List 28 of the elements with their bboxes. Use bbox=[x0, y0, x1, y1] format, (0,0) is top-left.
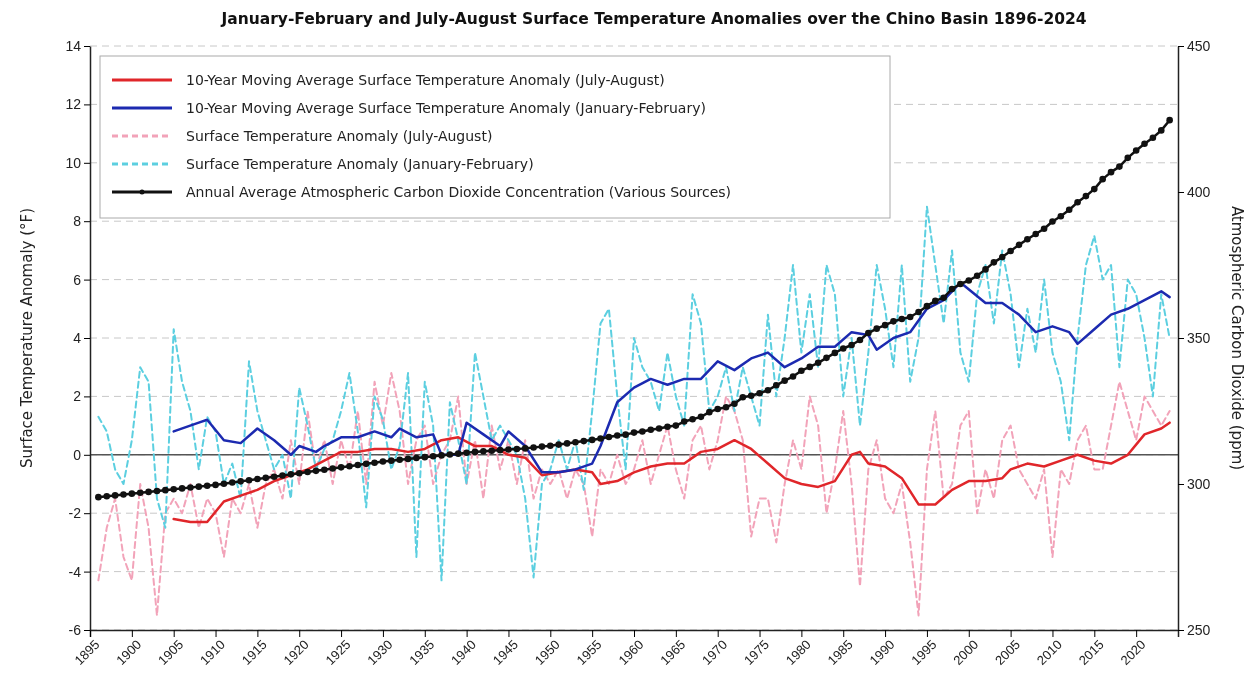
y2-tick-label: 350 bbox=[1187, 329, 1211, 346]
y-tick-label: 14 bbox=[65, 37, 82, 54]
y-tick-label: 12 bbox=[65, 96, 82, 113]
y2-tick-label: 250 bbox=[1187, 621, 1211, 638]
y2-tick-label: 450 bbox=[1187, 37, 1211, 54]
y-tick-label: 2 bbox=[73, 388, 82, 405]
legend-label: Surface Temperature Anomaly (January-February) bbox=[186, 156, 534, 172]
y-tick-label: -6 bbox=[68, 621, 82, 638]
line-series bbox=[172, 281, 1171, 474]
y-tick-label: 0 bbox=[73, 446, 82, 463]
line-series bbox=[172, 421, 1171, 524]
legend-label: 10-Year Moving Average Surface Temperature Anomaly (July-August) bbox=[186, 72, 665, 88]
y2-tick-label: 400 bbox=[1187, 183, 1211, 200]
y2-axis-title: Atmospheric Carbon Dioxide (ppm) bbox=[1228, 205, 1246, 471]
y-axis-title: Surface Temperature Anomaly (°F) bbox=[18, 207, 36, 469]
y-tick-label: -4 bbox=[68, 563, 82, 580]
y-tick-label: 10 bbox=[65, 154, 82, 171]
line-series bbox=[97, 205, 1171, 582]
legend-label: Annual Average Atmospheric Carbon Dioxide Concentration (Various Sources) bbox=[186, 184, 732, 200]
chart-title: January-February and July-August Surface Temperature Anomalies over the Chino Basin 1896-2024 bbox=[220, 10, 1087, 28]
legend-label: 10-Year Moving Average Surface Temperature Anomaly (January-February) bbox=[186, 100, 706, 116]
line-series bbox=[97, 372, 1171, 617]
y-tick-label: -2 bbox=[68, 505, 82, 522]
y-tick-label: 4 bbox=[73, 329, 82, 346]
y-tick-label: 8 bbox=[73, 213, 82, 230]
y-tick-label: 6 bbox=[73, 271, 82, 288]
legend-label: Surface Temperature Anomaly (July-August) bbox=[186, 128, 493, 144]
y2-tick-label: 300 bbox=[1187, 475, 1211, 492]
